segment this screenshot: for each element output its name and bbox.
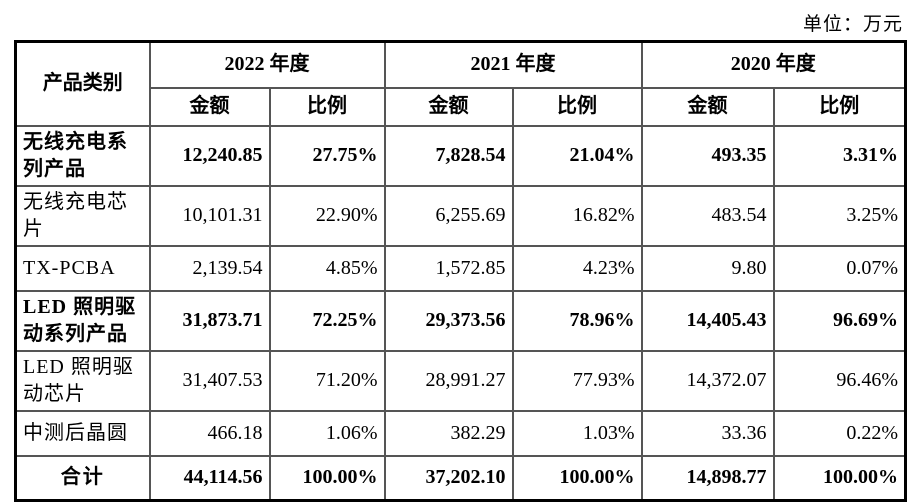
cell-2022-amount: 2,139.54 bbox=[148, 244, 271, 292]
row-label: LED 照明驱动系列产品 bbox=[14, 289, 151, 352]
cell-2021-amount: 382.29 bbox=[383, 409, 514, 457]
cell-2020-amount: 33.36 bbox=[640, 409, 775, 457]
cell-2020-amount: 14,898.77 bbox=[640, 454, 775, 502]
table-row-led-driver-chip: LED 照明驱动芯片 31,407.53 71.20% 28,991.27 77… bbox=[14, 349, 907, 412]
cell-2021-ratio: 21.04% bbox=[511, 124, 643, 187]
cell-2022-amount: 10,101.31 bbox=[148, 184, 271, 247]
header-year-2020: 2020 年度 bbox=[640, 40, 907, 89]
row-label: TX-PCBA bbox=[14, 244, 151, 292]
revenue-by-product-table: 产品类别 2022 年度 2021 年度 2020 年度 金额 比例 金额 比例… bbox=[14, 40, 907, 502]
cell-2022-amount: 31,407.53 bbox=[148, 349, 271, 412]
cell-2021-amount: 29,373.56 bbox=[383, 289, 514, 352]
header-2022-amount: 金额 bbox=[148, 86, 271, 127]
table-row-tx-pcba: TX-PCBA 2,139.54 4.85% 1,572.85 4.23% 9.… bbox=[14, 244, 907, 292]
cell-2021-amount: 7,828.54 bbox=[383, 124, 514, 187]
cell-2020-amount: 9.80 bbox=[640, 244, 775, 292]
cell-2020-amount: 483.54 bbox=[640, 184, 775, 247]
header-2021-ratio: 比例 bbox=[511, 86, 643, 127]
cell-2022-ratio: 1.06% bbox=[268, 409, 386, 457]
unit-label: 单位：万元 bbox=[802, 14, 903, 35]
header-2020-amount: 金额 bbox=[640, 86, 775, 127]
cell-2022-amount: 31,873.71 bbox=[148, 289, 271, 352]
cell-2020-ratio: 0.07% bbox=[772, 244, 907, 292]
cell-2021-amount: 28,991.27 bbox=[383, 349, 514, 412]
cell-2022-ratio: 100.00% bbox=[268, 454, 386, 502]
cell-2020-ratio: 96.46% bbox=[772, 349, 907, 412]
cell-2021-ratio: 100.00% bbox=[511, 454, 643, 502]
header-2021-amount: 金额 bbox=[383, 86, 514, 127]
cell-2020-ratio: 3.25% bbox=[772, 184, 907, 247]
cell-2021-ratio: 78.96% bbox=[511, 289, 643, 352]
table-body: 无线充电系列产品 12,240.85 27.75% 7,828.54 21.04… bbox=[14, 124, 907, 502]
table-header: 产品类别 2022 年度 2021 年度 2020 年度 金额 比例 金额 比例… bbox=[14, 40, 907, 127]
cell-2020-ratio: 96.69% bbox=[772, 289, 907, 352]
cell-2021-amount: 1,572.85 bbox=[383, 244, 514, 292]
cell-2020-amount: 14,405.43 bbox=[640, 289, 775, 352]
row-label: 无线充电系列产品 bbox=[14, 124, 151, 187]
cell-2020-ratio: 0.22% bbox=[772, 409, 907, 457]
header-row-years: 产品类别 2022 年度 2021 年度 2020 年度 bbox=[14, 40, 907, 127]
header-year-2022: 2022 年度 bbox=[148, 40, 386, 89]
table-row-wireless-charging-series: 无线充电系列产品 12,240.85 27.75% 7,828.54 21.04… bbox=[14, 124, 907, 187]
row-label: 合计 bbox=[14, 454, 151, 502]
table-row-led-driver-series: LED 照明驱动系列产品 31,873.71 72.25% 29,373.56 … bbox=[14, 289, 907, 352]
cell-2020-ratio: 3.31% bbox=[772, 124, 907, 187]
cell-2022-ratio: 27.75% bbox=[268, 124, 386, 187]
cell-2021-amount: 37,202.10 bbox=[383, 454, 514, 502]
cell-2021-ratio: 77.93% bbox=[511, 349, 643, 412]
header-2020-ratio: 比例 bbox=[772, 86, 907, 127]
cell-2022-ratio: 22.90% bbox=[268, 184, 386, 247]
cell-2021-ratio: 16.82% bbox=[511, 184, 643, 247]
cell-2022-amount: 12,240.85 bbox=[148, 124, 271, 187]
cell-2020-ratio: 100.00% bbox=[772, 454, 907, 502]
cell-2020-amount: 14,372.07 bbox=[640, 349, 775, 412]
table-row-wireless-charging-chip: 无线充电芯片 10,101.31 22.90% 6,255.69 16.82% … bbox=[14, 184, 907, 247]
header-year-2021: 2021 年度 bbox=[383, 40, 643, 89]
header-product-category: 产品类别 bbox=[14, 40, 151, 127]
row-label: 无线充电芯片 bbox=[14, 184, 151, 247]
cell-2021-ratio: 4.23% bbox=[511, 244, 643, 292]
header-2022-ratio: 比例 bbox=[268, 86, 386, 127]
cell-2022-amount: 466.18 bbox=[148, 409, 271, 457]
row-label: LED 照明驱动芯片 bbox=[14, 349, 151, 412]
header-row-metrics: 金额 比例 金额 比例 金额 比例 bbox=[16, 86, 907, 127]
cell-2022-ratio: 72.25% bbox=[268, 289, 386, 352]
table-row-total: 合计 44,114.56 100.00% 37,202.10 100.00% 1… bbox=[14, 454, 907, 502]
cell-2022-amount: 44,114.56 bbox=[148, 454, 271, 502]
cell-2022-ratio: 4.85% bbox=[268, 244, 386, 292]
cell-2021-amount: 6,255.69 bbox=[383, 184, 514, 247]
cell-2020-amount: 493.35 bbox=[640, 124, 775, 187]
table-row-tested-wafer: 中测后晶圆 466.18 1.06% 382.29 1.03% 33.36 0.… bbox=[14, 409, 907, 457]
cell-2022-ratio: 71.20% bbox=[268, 349, 386, 412]
cell-2021-ratio: 1.03% bbox=[511, 409, 643, 457]
row-label: 中测后晶圆 bbox=[14, 409, 151, 457]
